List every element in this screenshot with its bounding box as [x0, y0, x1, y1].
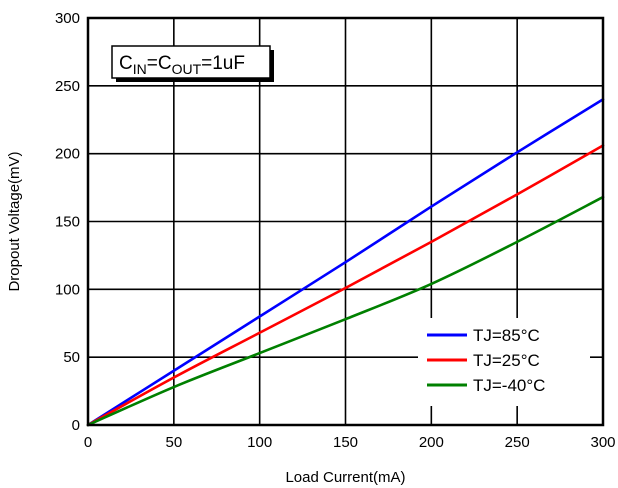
- y-tick-labels: 0 50 100 150 200 250 300: [55, 10, 80, 434]
- y-tick-label: 250: [55, 78, 80, 95]
- y-tick-label: 150: [55, 214, 80, 231]
- y-tick-label: 0: [72, 417, 80, 434]
- y-tick-label: 100: [55, 281, 80, 298]
- x-axis-title: Load Current(mA): [285, 469, 405, 486]
- annotation-subscript: IN: [133, 61, 147, 77]
- annotation-text: CIN=COUT=1uF: [119, 53, 245, 77]
- series-layer: [86, 98, 605, 427]
- annotation-part: =C: [147, 53, 172, 74]
- annotation-subscript: OUT: [172, 61, 202, 77]
- x-tick-labels: 0 50 100 150 200 250 300: [84, 434, 616, 451]
- series-line-0: [86, 98, 605, 427]
- x-tick-label: 50: [165, 434, 182, 451]
- annotation-box: [111, 45, 271, 79]
- legend: TJ=85°C TJ=25°C TJ=-40°C: [418, 318, 590, 406]
- x-tick-label: 150: [333, 434, 358, 451]
- x-tick-label: 200: [419, 434, 444, 451]
- x-tick-label: 250: [505, 434, 530, 451]
- legend-label-0: TJ=85°C: [473, 326, 540, 345]
- legend-label-2: TJ=-40°C: [473, 376, 545, 395]
- y-tick-label: 50: [63, 349, 80, 366]
- series-line-2: [86, 195, 605, 427]
- series-line-1: [86, 144, 605, 427]
- legend-background: [418, 318, 590, 406]
- legend-label-1: TJ=25°C: [473, 351, 540, 370]
- capacitor-annotation: CIN=COUT=1uF: [111, 45, 274, 82]
- annotation-part: C: [119, 53, 133, 74]
- plot-frame: [86, 16, 605, 427]
- x-tick-label: 100: [247, 434, 272, 451]
- y-axis-title: Dropout Voltage(mV): [6, 151, 23, 291]
- y-tick-label: 300: [55, 10, 80, 27]
- x-tick-label: 0: [84, 434, 92, 451]
- x-tick-label: 300: [590, 434, 615, 451]
- y-tick-label: 200: [55, 146, 80, 163]
- annotation-part: =1uF: [201, 53, 245, 74]
